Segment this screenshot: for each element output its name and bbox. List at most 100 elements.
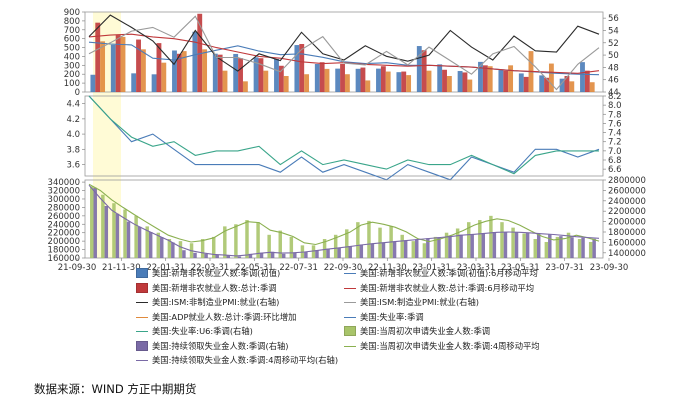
x-tick-label: 23-05-31: [501, 263, 540, 270]
claims-bar: [577, 239, 582, 258]
claims-bar: [455, 228, 460, 258]
payrolls-bar: [115, 35, 121, 92]
claims-bar: [403, 240, 408, 258]
payrolls-bar: [95, 22, 101, 93]
unemployment-right-tick-label: 8.0: [608, 101, 622, 111]
payrolls-left-tick-label: 200: [64, 70, 80, 80]
payrolls-bar: [156, 43, 162, 92]
payrolls-bar: [360, 67, 366, 92]
claims-bar: [171, 242, 175, 258]
claims-bar: [326, 248, 330, 258]
claims-bar: [566, 232, 571, 258]
legend-item: 美国:ISM:非制造业PMI:就业(右轴): [136, 295, 279, 309]
unemployment-left-tick-label: 3.8: [66, 145, 80, 155]
payrolls-bar: [263, 70, 269, 92]
legend-item: 美国:失业率:季调: [344, 310, 424, 324]
payrolls-bar: [446, 76, 452, 92]
legend-label: 美国:新增非农就业人数:总计:季调: [152, 282, 277, 293]
claims-bar: [570, 237, 574, 258]
claims-bar: [503, 232, 508, 258]
legend-swatch: [136, 312, 148, 322]
claims-series-line: [88, 184, 600, 257]
legend-item: 美国:持续领取失业金人数:季调:4周移动平均(右轴): [136, 353, 338, 367]
claims-bar: [267, 234, 271, 258]
payrolls-bar: [462, 72, 468, 92]
payrolls-bar: [508, 65, 514, 92]
legend-swatch: [136, 355, 148, 365]
claims-bar: [492, 232, 497, 258]
payrolls-bar: [539, 75, 545, 92]
claims-bar: [137, 226, 142, 258]
claims-bar: [293, 252, 297, 258]
payrolls-bar: [426, 70, 432, 92]
claims-bar: [281, 253, 286, 258]
claims-bar: [359, 244, 364, 258]
payrolls-left-tick-label: 700: [64, 26, 80, 36]
claims-bar: [356, 222, 360, 258]
payrolls-bar: [176, 53, 182, 92]
data-source-note: 数据来源：WIND 方正中期期货: [34, 382, 197, 396]
payrolls-left-tick-label: 900: [64, 8, 80, 18]
payrolls-bar: [482, 65, 488, 92]
payrolls-bar: [324, 68, 330, 92]
claims-bar: [437, 237, 441, 258]
legend-swatch: [344, 341, 356, 351]
payrolls-bar: [416, 46, 422, 92]
claims-bar: [548, 234, 552, 258]
claims-bar: [204, 253, 208, 258]
legend-swatch: [344, 326, 356, 336]
payrolls-bar: [233, 53, 239, 92]
claims-bar: [112, 203, 116, 258]
x-tick-label: 22-09-30: [324, 263, 363, 270]
payrolls-bar: [304, 74, 310, 92]
payrolls-bar: [319, 62, 325, 92]
claims-bar: [422, 243, 427, 258]
claims-bar: [522, 233, 526, 258]
payrolls-left-tick-label: 0: [75, 88, 80, 98]
claims-bar: [489, 215, 493, 258]
claims-bar: [370, 243, 375, 258]
legend-swatch: [136, 326, 148, 336]
claims-left-tick-label: 340000: [48, 178, 80, 188]
payrolls-bar: [197, 13, 203, 92]
payrolls-right-tick-label: 44: [608, 88, 619, 98]
claims-bar: [544, 241, 549, 258]
chart-legend: 美国:新增非农就业人数:季调(初值) 美国:新增非农就业人数:季调(初值):6月移…: [136, 266, 636, 378]
payrolls-bar: [283, 76, 289, 92]
legend-label: 美国:新增非农就业人数:季调(初值):6月移动平均: [360, 268, 538, 278]
claims-right-tick-label: 2600000: [608, 186, 646, 196]
payrolls-series-line: [88, 14, 600, 72]
payrolls-bar: [294, 45, 300, 92]
payrolls-bar: [151, 74, 157, 92]
payrolls-bar: [385, 71, 391, 92]
claims-right-tick-label: 1400000: [608, 249, 646, 259]
claims-left-tick-label: 320000: [48, 187, 80, 197]
claims-right-tick-label: 2800000: [608, 176, 646, 186]
claims-bar: [315, 250, 319, 258]
payrolls-bar: [340, 64, 345, 92]
claims-bar: [90, 186, 94, 258]
unemployment-right-tick-label: 7.4: [608, 129, 622, 139]
claims-bar: [304, 251, 308, 258]
claims-right-tick-label: 1800000: [608, 228, 646, 238]
payrolls-left-tick-label: 600: [64, 35, 80, 45]
claims-bar: [367, 220, 371, 258]
payrolls-left-tick-label: 300: [64, 61, 80, 71]
x-tick-label: 23-07-31: [545, 263, 584, 270]
x-tick-label: 23-09-30: [590, 263, 629, 270]
payrolls-bar: [131, 73, 137, 92]
claims-bar: [514, 232, 519, 258]
unemployment-left-tick-label: 4.2: [66, 115, 80, 125]
claims-bar: [481, 233, 486, 258]
payrolls-bar: [544, 77, 549, 92]
payrolls-bar: [421, 50, 427, 92]
legend-item: 美国:新增非农就业人数:总计:季调:6月移动平均: [344, 281, 534, 295]
payrolls-right-tick-label: 46: [608, 76, 619, 86]
claims-bar: [592, 238, 596, 258]
payrolls-bar: [564, 76, 570, 92]
payrolls-bar: [365, 80, 371, 92]
payrolls-bar: [222, 70, 228, 92]
claims-bar: [500, 222, 504, 258]
legend-label: 美国:失业率:U6:季调(右轴): [152, 326, 253, 336]
unemployment-frame: [84, 95, 604, 177]
